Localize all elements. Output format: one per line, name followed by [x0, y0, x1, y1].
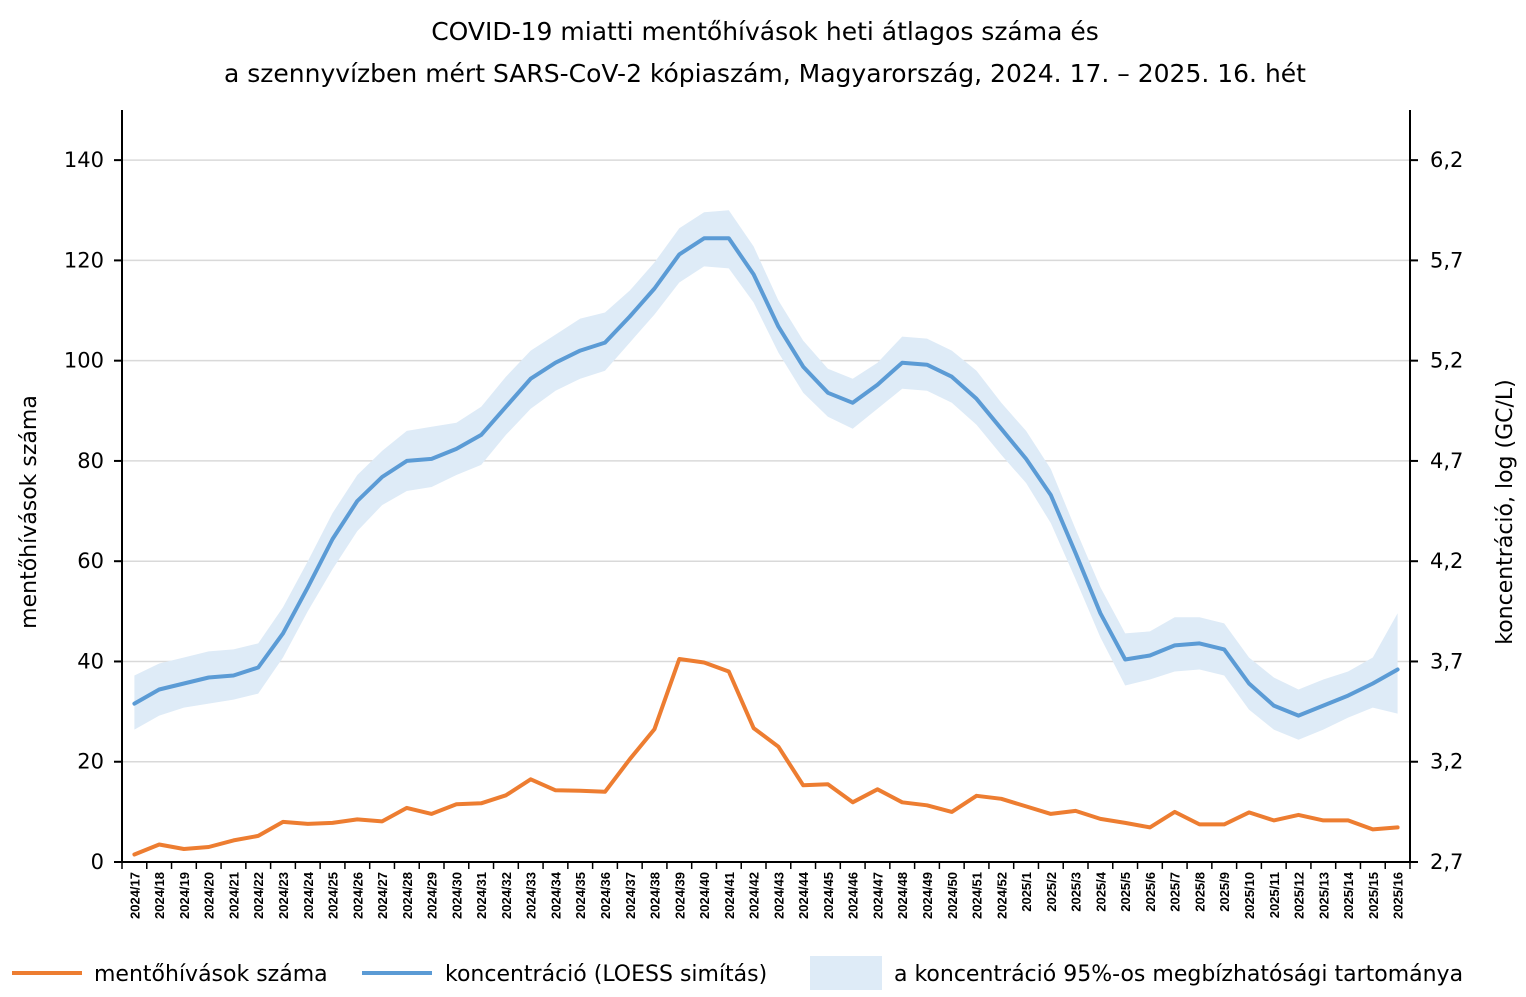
x-tick-label-2024/39: 2024/39: [672, 872, 687, 919]
ambulance-calls-line: [132, 657, 1400, 857]
x-tick-label-2024/46: 2024/46: [846, 872, 861, 919]
x-tick-label-2024/37: 2024/37: [623, 872, 638, 919]
y-right-tick-label-0: 2,7: [1430, 850, 1463, 874]
x-tick-label-2024/40: 2024/40: [697, 872, 712, 919]
x-tick-label-2024/28: 2024/28: [400, 872, 415, 919]
x-tick-label-2025/9: 2025/9: [1217, 872, 1232, 912]
left-y-ticks: 0 20 40 60 80 100 120 140: [64, 148, 122, 874]
x-tick-label-2024/51: 2024/51: [970, 872, 985, 919]
y-left-tick-label-0: 0: [91, 850, 104, 874]
x-tick-label-2025/11: 2025/11: [1267, 872, 1282, 918]
x-tick-label-2024/34: 2024/34: [549, 871, 564, 919]
confidence-band-area: [134, 210, 1398, 740]
series-lines: [132, 236, 1400, 857]
y-right-tick-label-4: 4,7: [1430, 449, 1463, 473]
x-tick-label-2024/48: 2024/48: [895, 872, 910, 919]
y-left-tick-label-60: 60: [77, 549, 104, 573]
y-axis-left-label: mentőhívások száma: [17, 395, 42, 629]
y-axis-right-label: koncentráció, log (GC/L): [1493, 379, 1518, 645]
x-tick-label-2024/25: 2024/25: [326, 872, 341, 919]
x-tick-label-2024/38: 2024/38: [648, 872, 663, 919]
x-tick-label-2024/18: 2024/18: [152, 872, 167, 919]
x-tick-label-2024/24: 2024/24: [301, 871, 316, 919]
y-right-tick-label-7: 6,2: [1430, 148, 1463, 172]
x-tick-label-2024/26: 2024/26: [350, 872, 365, 919]
x-tick-label-2024/36: 2024/36: [598, 872, 613, 919]
y-left-tick-label-40: 40: [77, 649, 104, 673]
x-tick-label-2025/12: 2025/12: [1292, 872, 1307, 919]
y-left-tick-label-140: 140: [64, 148, 104, 172]
x-tick-label-2025/14: 2025/14: [1341, 871, 1356, 919]
x-tick-label-2024/23: 2024/23: [276, 872, 291, 919]
legend-swatch-confidence-band: [810, 956, 882, 990]
x-tick-label-2025/5: 2025/5: [1118, 872, 1133, 912]
x-tick-label-2024/17: 2024/17: [127, 872, 142, 919]
x-tick-label-2025/1: 2025/1: [1019, 872, 1034, 912]
y-right-tick-label-2: 3,7: [1430, 649, 1463, 673]
right-y-ticks: 2,7 3,2 3,7 4,2 4,7 5,2 5,7 6,2: [1410, 148, 1463, 874]
x-tick-label-2025/2: 2025/2: [1044, 872, 1059, 912]
chart-title-line-2: a szennyvízben mért SARS-CoV-2 kópiaszám…: [224, 59, 1306, 88]
chart-title-line-1: COVID-19 miatti mentőhívások heti átlago…: [431, 17, 1099, 46]
concentration-line: [132, 236, 1400, 718]
x-tick-label-2024/41: 2024/41: [722, 872, 737, 919]
y-left-tick-label-80: 80: [77, 449, 104, 473]
x-tick-label-2025/8: 2025/8: [1193, 872, 1208, 912]
y-left-tick-label-100: 100: [64, 349, 104, 373]
legend-label-ambulance-calls: mentőhívások száma: [94, 962, 328, 987]
y-right-tick-label-5: 5,2: [1430, 349, 1463, 373]
x-tick-label-2024/43: 2024/43: [771, 872, 786, 919]
x-tick-label-2024/19: 2024/19: [177, 872, 192, 919]
legend-label-confidence-band: a koncentráció 95%-os megbízhatósági tar…: [894, 962, 1463, 987]
x-tick-label-2025/13: 2025/13: [1316, 872, 1331, 919]
x-tick-label-2024/22: 2024/22: [251, 872, 266, 919]
x-tick-label-2024/44: 2024/44: [796, 871, 811, 919]
y-right-tick-label-6: 5,7: [1430, 248, 1463, 272]
x-tick-label-2024/49: 2024/49: [920, 872, 935, 919]
x-tick-label-2024/29: 2024/29: [425, 872, 440, 919]
confidence-band: [134, 210, 1398, 740]
x-tick-label-2024/52: 2024/52: [994, 872, 1009, 919]
x-tick-label-2024/30: 2024/30: [449, 872, 464, 919]
x-ticks: 2024/17 2024/18 2024/19 2024/20 2024/21 2024/…: [121, 862, 1411, 919]
x-tick-label-2024/42: 2024/42: [747, 872, 762, 919]
x-tick-label-2024/31: 2024/31: [474, 872, 489, 919]
y-right-tick-label-1: 3,2: [1430, 750, 1463, 774]
x-tick-label-2024/20: 2024/20: [202, 872, 217, 919]
x-tick-label-2025/10: 2025/10: [1242, 872, 1257, 919]
x-tick-label-2024/32: 2024/32: [499, 872, 514, 919]
x-tick-label-2024/47: 2024/47: [871, 872, 886, 919]
x-tick-label-2024/21: 2024/21: [227, 872, 242, 919]
x-tick-label-2024/27: 2024/27: [375, 872, 390, 919]
y-left-tick-label-20: 20: [77, 750, 104, 774]
x-tick-label-2024/35: 2024/35: [573, 872, 588, 919]
y-right-tick-label-3: 4,2: [1430, 549, 1463, 573]
legend: mentőhívások száma koncentráció (LOESS si…: [12, 956, 1463, 990]
y-left-tick-label-120: 120: [64, 248, 104, 272]
x-tick-label-2024/50: 2024/50: [945, 872, 960, 919]
x-tick-label-2024/33: 2024/33: [524, 872, 539, 919]
legend-label-concentration: koncentráció (LOESS simítás): [445, 962, 767, 987]
axes: [121, 110, 1411, 863]
x-tick-label-2025/16: 2025/16: [1391, 872, 1406, 919]
x-tick-label-2024/45: 2024/45: [821, 872, 836, 919]
x-tick-label-2025/15: 2025/15: [1366, 872, 1381, 919]
x-tick-label-2025/4: 2025/4: [1093, 871, 1108, 912]
x-tick-label-2025/3: 2025/3: [1069, 872, 1084, 912]
x-tick-label-2025/6: 2025/6: [1143, 872, 1158, 912]
x-tick-label-2025/7: 2025/7: [1168, 872, 1183, 912]
